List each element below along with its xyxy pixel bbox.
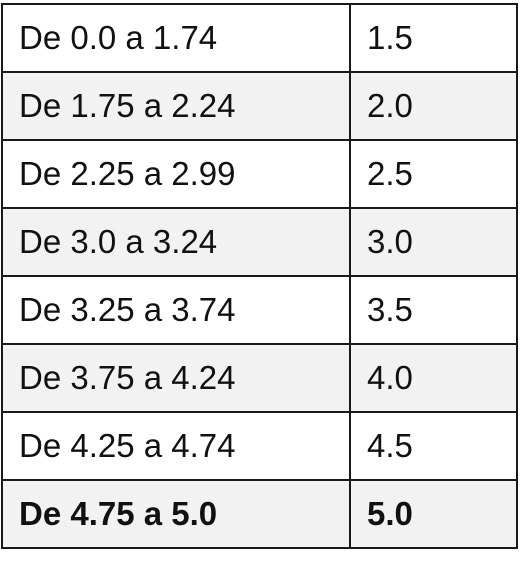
table-row: De 2.25 a 2.99 2.5 [1,139,518,209]
range-cell: De 4.25 a 4.74 [1,411,351,481]
table-row: De 4.75 a 5.0 5.0 [1,479,518,549]
grade-conversion-table: De 0.0 a 1.74 1.5 De 1.75 a 2.24 2.0 De … [1,3,518,549]
range-cell: De 4.75 a 5.0 [1,479,351,549]
grade-cell: 2.0 [349,71,518,141]
range-cell: De 0.0 a 1.74 [1,3,351,73]
grade-cell: 1.5 [349,3,518,73]
range-cell: De 2.25 a 2.99 [1,139,351,209]
table-body: De 0.0 a 1.74 1.5 De 1.75 a 2.24 2.0 De … [1,3,518,549]
table-row: De 0.0 a 1.74 1.5 [1,3,518,73]
grade-cell: 5.0 [349,479,518,549]
table-row: De 1.75 a 2.24 2.0 [1,71,518,141]
grade-cell: 2.5 [349,139,518,209]
table-row: De 3.75 a 4.24 4.0 [1,343,518,413]
grade-cell: 3.0 [349,207,518,277]
table-row: De 4.25 a 4.74 4.5 [1,411,518,481]
range-cell: De 1.75 a 2.24 [1,71,351,141]
table-row: De 3.25 a 3.74 3.5 [1,275,518,345]
grade-cell: 4.0 [349,343,518,413]
range-cell: De 3.25 a 3.74 [1,275,351,345]
table-row: De 3.0 a 3.24 3.0 [1,207,518,277]
grade-cell: 4.5 [349,411,518,481]
grade-cell: 3.5 [349,275,518,345]
range-cell: De 3.75 a 4.24 [1,343,351,413]
range-cell: De 3.0 a 3.24 [1,207,351,277]
